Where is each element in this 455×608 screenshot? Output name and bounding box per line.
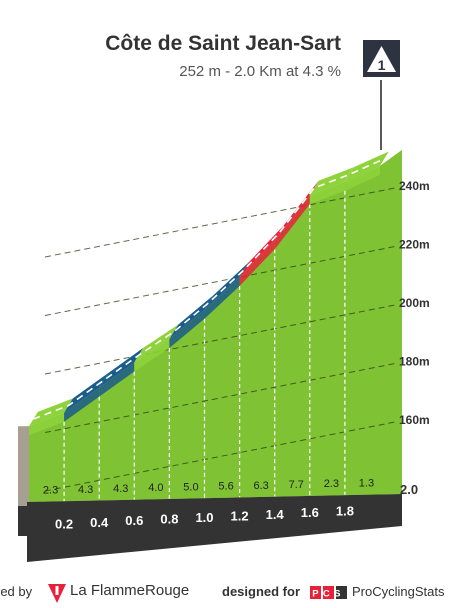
gradient-segment-edge xyxy=(309,181,345,205)
distance-base-band xyxy=(27,494,402,562)
gradient-label: 2.3 xyxy=(43,485,58,497)
km-marker-label: 1.8 xyxy=(336,504,354,519)
altitude-tick-label: 240m xyxy=(399,179,430,193)
gradient-segment-edge xyxy=(274,195,310,250)
pcs-badge-text: PCS xyxy=(312,589,344,600)
gradient-label: 7.7 xyxy=(289,479,304,491)
gradient-label: 5.6 xyxy=(218,481,233,493)
label-group: 160m 180m 200m 220m 240m 2.3 4.3 4.3 4.0 5.0 5.6 6.… xyxy=(43,179,430,531)
mountain-triangle-icon xyxy=(367,46,396,72)
gradient-segment-moderate xyxy=(64,373,108,413)
distance-base-start xyxy=(18,506,42,536)
gradient-label: 5.0 xyxy=(183,481,198,493)
profile-area-fill xyxy=(29,149,402,502)
km-marker-label: 0.2 xyxy=(55,516,73,531)
altitude-tick-label: 160m xyxy=(399,413,430,427)
designed-for-text: designed for xyxy=(222,584,301,599)
gradient-segment-steep xyxy=(239,225,284,278)
gradient-label: 1.3 xyxy=(359,477,374,489)
km-marker-label: 1.4 xyxy=(266,507,285,522)
km-marker-label: 0.8 xyxy=(160,512,178,527)
pcs-brand-name[interactable]: ProCyclingStats xyxy=(352,584,445,599)
footer: red by La FlammeRouge designed for PCS P… xyxy=(0,578,455,608)
total-distance-label: 2.0 xyxy=(400,482,418,497)
road-centerline xyxy=(33,157,385,420)
category-badge-group: 1 xyxy=(363,40,400,150)
km-marker-label: 1.0 xyxy=(195,510,213,525)
altitude-tick-label: 180m xyxy=(399,355,430,369)
flamme-rouge-logo-icon[interactable] xyxy=(48,582,66,604)
gradient-segment-edge xyxy=(344,165,380,191)
pcs-logo-icon[interactable]: PCS xyxy=(310,586,348,600)
climb-summary: 252 m - 2.0 Km at 4.3 % xyxy=(179,63,341,80)
km-marker-label: 0.6 xyxy=(125,513,143,528)
km-marker-label: 0.4 xyxy=(90,515,109,530)
brand-name[interactable]: La FlammeRouge xyxy=(70,582,190,599)
gradient-segment-edge xyxy=(29,412,65,436)
gradient-label: 4.3 xyxy=(78,484,93,496)
gradient-segment-edge xyxy=(134,339,170,372)
category-number: 1 xyxy=(378,57,386,73)
gradient-segment-moderate xyxy=(169,295,214,340)
elevation-profile-chart: 160m 180m 200m 220m 240m 2.3 4.3 4.3 4.0 5.0 5.6 6.… xyxy=(18,40,430,562)
segment-divider-group xyxy=(63,190,346,502)
gradient-label: 4.3 xyxy=(113,483,128,495)
gradient-segment-edge xyxy=(64,387,100,422)
gradient-label: 6.3 xyxy=(254,480,269,492)
gradient-segment-edge xyxy=(169,309,205,349)
base-band-group xyxy=(18,494,402,562)
gradient-segment-edge xyxy=(99,362,135,397)
page-title: Côte de Saint Jean-Sart xyxy=(105,32,341,55)
road-centerline-group xyxy=(33,157,385,420)
altitude-tick-label: 220m xyxy=(399,238,430,252)
gradient-segment-edge xyxy=(239,240,275,287)
gradient-label: 2.3 xyxy=(324,478,339,490)
profile-fill-group xyxy=(18,149,402,506)
gradient-segment-moderate xyxy=(204,262,249,310)
km-marker-label: 1.6 xyxy=(301,505,319,520)
altitude-tick-label: 200m xyxy=(399,296,430,310)
km-marker-label: 1.2 xyxy=(231,508,249,523)
powered-by-text: red by xyxy=(0,584,33,599)
gradient-label: 4.0 xyxy=(148,482,163,494)
gradient-segment-edge xyxy=(204,277,240,319)
